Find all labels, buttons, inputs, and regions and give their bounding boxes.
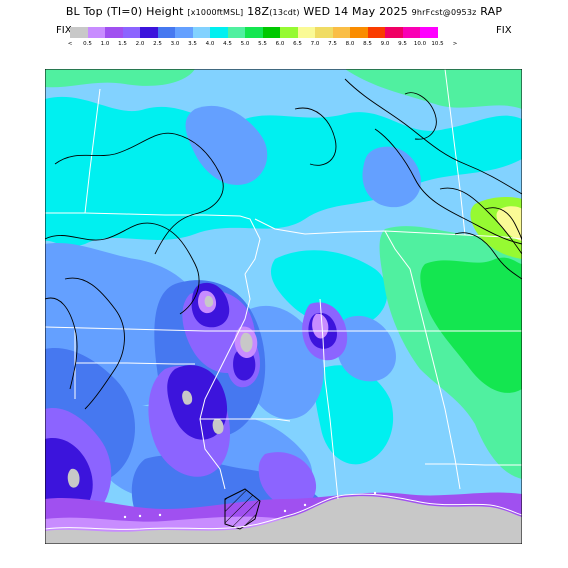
field-green-north: [45, 69, 195, 88]
legend-tick-label: 10.0: [413, 41, 427, 47]
gulf-lower: [345, 505, 522, 544]
legend-swatch: [297, 27, 315, 38]
legend-tick-label: 6.5: [293, 41, 302, 47]
field-yellow-ne: [496, 206, 522, 241]
legend-swatch: [175, 27, 193, 38]
field-gray-5: [67, 468, 80, 488]
legend-ticks: <0.5 1.0 1.5 2.0 2.5 3.0 3.5 4.0 4.5 5.0 5.5 6.0 6.5…: [62, 41, 502, 53]
legend-tick-label: 7.0: [310, 41, 320, 47]
coastal-islands: [123, 491, 377, 519]
legend-tick-label: 10.5: [431, 41, 444, 47]
field-cyan-ms: [314, 365, 394, 465]
legend-swatch: [245, 27, 263, 38]
field-gray-3: [182, 390, 193, 405]
map-panel: [45, 69, 522, 544]
legend-swatch: [402, 27, 420, 38]
legend-swatch: [262, 27, 280, 38]
legend-tick-label: 2.0: [135, 41, 145, 47]
fix-right-label: FIX: [496, 25, 512, 36]
title-units: [x1000ftMSL]: [187, 8, 244, 17]
legend-swatch: [332, 27, 350, 38]
legend-swatch: [350, 27, 368, 38]
field-lavender-3: [312, 313, 329, 339]
field-gray-1: [204, 295, 214, 308]
legend-tick-label: 4.0: [205, 41, 215, 47]
legend-tick-label: 7.5: [328, 41, 337, 47]
field-cyan-north: [45, 96, 522, 247]
legend-swatch: [87, 27, 105, 38]
field-green-ne: [345, 69, 522, 109]
field-gray-4: [212, 418, 224, 434]
field-violet-se: [258, 452, 317, 508]
title-date: WED 14 May 2025: [303, 5, 408, 18]
legend-tick-label: 9.0: [380, 41, 390, 47]
legend-tick-label: 4.5: [223, 41, 232, 47]
legend-swatch: [140, 27, 158, 38]
legend-tick-label: 5.5: [258, 41, 267, 47]
field-cyan-central: [270, 250, 388, 328]
legend-tick-label: 6.0: [275, 41, 285, 47]
legend-tick-label: 3.5: [188, 41, 197, 47]
title-main: BL Top (TI=0) Height: [65, 5, 184, 18]
field-sky-east: [336, 315, 396, 382]
legend-swatch: [280, 27, 298, 38]
legend-swatch: [367, 27, 385, 38]
legend-swatch: [70, 27, 88, 38]
field-green-east: [420, 257, 522, 393]
hatched-area: [224, 488, 261, 530]
legend-tick-label: 1.5: [118, 41, 127, 47]
legend-swatch: [105, 27, 123, 38]
terrain-contours: [45, 78, 522, 410]
legend-tick-label: 0.5: [83, 41, 92, 47]
field-sky-ne: [362, 146, 421, 208]
map-title: BL Top (TI=0) Height [x1000ftMSL] 18Z(13…: [0, 5, 568, 18]
legend-tick-label: 3.0: [170, 41, 180, 47]
legend-swatch: [385, 27, 403, 38]
legend-tick-greater: >: [452, 41, 458, 47]
legend-swatch: [210, 27, 228, 38]
legend-tick-label: 5.0: [240, 41, 250, 47]
legend-tick-label: 9.5: [398, 41, 407, 47]
coastline: [45, 493, 522, 530]
color-legend: [70, 27, 455, 38]
title-time: 18Z: [247, 5, 270, 18]
legend-swatch: [157, 27, 175, 38]
field-gray-2: [240, 332, 253, 353]
legend-tick-label: 8.0: [345, 41, 355, 47]
legend-swatch: [420, 27, 438, 38]
title-model: RAP: [480, 5, 503, 18]
legend-swatch: [227, 27, 245, 38]
legend-swatch: [315, 27, 333, 38]
legend-tick-less: <: [67, 41, 73, 47]
title-time-local: (13cdt): [269, 8, 300, 17]
legend-swatch: [122, 27, 140, 38]
title-forecast: 9hrFcst@0953z: [411, 8, 477, 17]
legend-tick-label: 2.5: [153, 41, 162, 47]
field-sky-north: [185, 105, 268, 185]
state-boundaries: [45, 69, 522, 500]
legend-tick-label: 8.5: [363, 41, 372, 47]
legend-swatch: [437, 27, 455, 38]
legend-swatch: [192, 27, 210, 38]
legend-tick-label: 1.0: [100, 41, 110, 47]
fix-left-label: FIX: [56, 25, 72, 36]
